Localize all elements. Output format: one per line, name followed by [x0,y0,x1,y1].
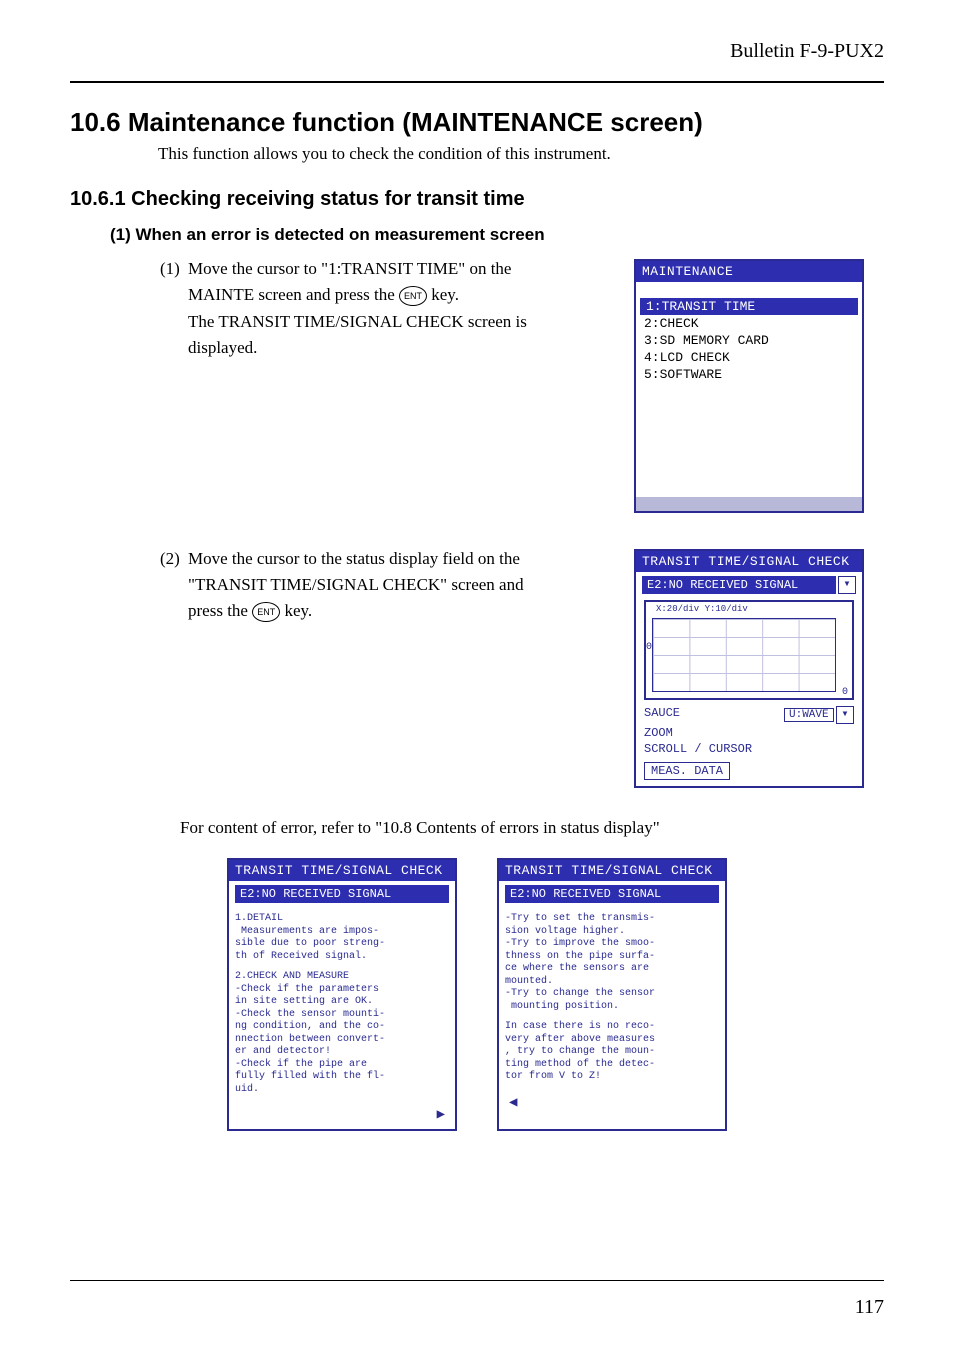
step-2-line2: "TRANSIT TIME/SIGNAL CHECK" screen and [188,575,614,595]
wave-dropdown[interactable]: U:WAVE [784,708,834,722]
menu-item-check[interactable]: 2:CHECK [636,315,862,332]
section-title: 10.6 Maintenance function (MAINTENANCE s… [70,107,884,138]
top-rule [70,81,884,83]
signal-check-title: TRANSIT TIME/SIGNAL CHECK [636,551,862,572]
step-1-text: (1)Move the cursor to "1:TRANSIT TIME" o… [70,259,614,364]
error-2-block1: -Try to set the transmis- sion voltage h… [505,913,719,1013]
maintenance-screen-title: MAINTENANCE [636,261,862,282]
error-1-detail-block: 1.DETAIL Measurements are impos- sible d… [235,913,449,963]
page-number: 117 [855,1296,884,1319]
zoom-label: ZOOM [644,726,673,740]
meas-data-button[interactable]: MEAS. DATA [644,762,730,780]
error-screen-1-status[interactable]: E2:NO RECEIVED SIGNAL [235,885,449,903]
step-1-line2b: key. [431,285,459,304]
step-1-line2a: MAINTE screen and press the [188,285,399,304]
subsub-title: (1) When an error is detected on measure… [110,225,884,245]
error-screen-1-title: TRANSIT TIME/SIGNAL CHECK [229,860,455,881]
menu-item-transit-time[interactable]: 1:TRANSIT TIME [640,298,858,315]
step-1-line4: displayed. [188,338,614,358]
step-1-line3: The TRANSIT TIME/SIGNAL CHECK screen is [188,312,614,332]
graph-axis-label: X:20/div Y:10/div [656,604,748,614]
menu-item-sd-card[interactable]: 3:SD MEMORY CARD [636,332,862,349]
sauce-label: SAUCE [644,706,680,724]
step-1-num: (1) [160,259,188,279]
scroll-cursor-label: SCROLL / CURSOR [644,742,752,756]
menu-item-lcd-check[interactable]: 4:LCD CHECK [636,349,862,366]
menu-item-software[interactable]: 5:SOFTWARE [636,366,862,383]
screen-footer-bar [636,497,862,511]
dropdown-arrow-icon[interactable]: ▾ [836,706,854,724]
error-detail-screen-1: TRANSIT TIME/SIGNAL CHECK E2:NO RECEIVED… [227,858,457,1131]
step-2-line3b: key. [284,601,312,620]
step-2-num: (2) [160,549,188,569]
prev-page-arrow-icon[interactable]: ◀ [499,1094,725,1117]
bottom-rule [70,1280,884,1281]
step-2-line3a: press the [188,601,252,620]
error-detail-screen-2: TRANSIT TIME/SIGNAL CHECK E2:NO RECEIVED… [497,858,727,1131]
step-2-text: (2)Move the cursor to the status display… [70,549,614,628]
error-2-block2: In case there is no reco- very after abo… [505,1021,719,1084]
ent-key-icon: ENT [252,602,280,622]
subsection-title: 10.6.1 Checking receiving status for tra… [70,188,884,211]
error-screen-2-title: TRANSIT TIME/SIGNAL CHECK [499,860,725,881]
step-1-line1: Move the cursor to "1:TRANSIT TIME" on t… [188,259,511,278]
step-2-line1: Move the cursor to the status display fi… [188,549,520,568]
signal-graph: X:20/div Y:10/div 0 0 [644,600,854,700]
maintenance-screen: MAINTENANCE 1:TRANSIT TIME 2:CHECK 3:SD … [634,259,864,513]
next-page-arrow-icon[interactable]: ▶ [229,1106,455,1129]
graph-zero-x: 0 [842,687,848,698]
status-dropdown[interactable]: E2:NO RECEIVED SIGNAL [642,576,836,594]
dropdown-arrow-icon[interactable]: ▾ [838,576,856,594]
ent-key-icon: ENT [399,286,427,306]
section-intro: This function allows you to check the co… [158,144,884,164]
error-1-check-block: 2.CHECK AND MEASURE -Check if the parame… [235,971,449,1096]
reference-text: For content of error, refer to "10.8 Con… [180,818,884,838]
bulletin-id: Bulletin F-9-PUX2 [70,40,884,63]
error-screen-2-status[interactable]: E2:NO RECEIVED SIGNAL [505,885,719,903]
signal-check-screen: TRANSIT TIME/SIGNAL CHECK E2:NO RECEIVED… [634,549,864,788]
